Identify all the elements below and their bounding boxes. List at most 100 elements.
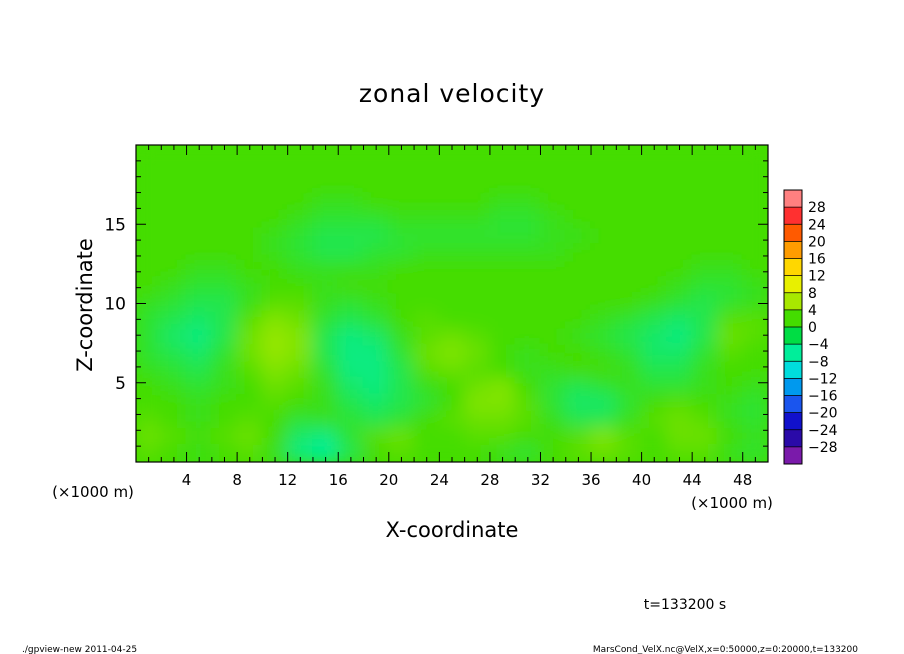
field-cell (311, 344, 340, 363)
field-cell (337, 160, 365, 180)
field-cell (514, 194, 542, 213)
field-cell (741, 344, 768, 363)
field-cell (539, 427, 567, 447)
field-cell (160, 160, 188, 180)
field-cell (311, 394, 340, 413)
field-cell (136, 260, 163, 280)
field-cell (185, 177, 213, 197)
field-cell (691, 160, 719, 180)
field-cell (136, 344, 163, 363)
field-cell (463, 177, 491, 197)
field-cell (438, 210, 466, 230)
field-cell (160, 177, 188, 197)
colorbar-label: −16 (808, 389, 838, 405)
field-cell (337, 310, 365, 330)
field-cell (210, 360, 239, 380)
field-cell (514, 444, 542, 462)
field-cell (463, 327, 491, 347)
field-cell (337, 194, 365, 213)
field-cell (488, 427, 517, 447)
field-cell (362, 260, 390, 280)
field-cell (615, 294, 643, 313)
field-cell (665, 210, 694, 230)
field-cell (463, 244, 491, 263)
field-cell (413, 377, 441, 397)
field-cell (236, 427, 264, 447)
field-cell (590, 244, 618, 263)
field-cell (362, 194, 390, 213)
field-cell (691, 244, 719, 263)
field-cell (438, 294, 466, 313)
colorbar-label: 8 (808, 286, 817, 302)
colorbar-label: 12 (808, 269, 826, 285)
field-cell (615, 260, 643, 280)
field-cell (362, 210, 390, 230)
field-cell (488, 244, 517, 263)
field-cell (387, 244, 416, 263)
colorbar-label: 20 (808, 234, 826, 250)
field-cell (564, 210, 593, 230)
field-cell (691, 410, 719, 430)
field-cell (741, 244, 768, 263)
field-cell (514, 145, 542, 163)
field-cell (539, 377, 567, 397)
field-cell (564, 227, 593, 247)
field-cell (716, 310, 744, 330)
field-cell (665, 344, 694, 363)
x-tick-label: 36 (581, 471, 600, 489)
field-cell (261, 160, 289, 180)
field-cell (261, 427, 289, 447)
field-cell (413, 360, 441, 380)
field-cell (413, 410, 441, 430)
field-cell (160, 310, 188, 330)
field-cell (716, 160, 744, 180)
x-tick-labels: 4 8 12 16 20 24 28 32 36 40 44 48 (182, 471, 752, 489)
field-cell (488, 145, 517, 163)
field-cell (236, 344, 264, 363)
field-cell (136, 310, 163, 330)
field-cell (665, 410, 694, 430)
field-cell (615, 427, 643, 447)
field-cell (716, 145, 744, 163)
field-cell (564, 160, 593, 180)
field-cell (413, 227, 441, 247)
field-cell (337, 360, 365, 380)
field-cell (387, 145, 416, 163)
field-cell (691, 277, 719, 297)
field-cell (514, 277, 542, 297)
field-cell (741, 377, 768, 397)
field-cell (665, 177, 694, 197)
field-cell (311, 310, 340, 330)
field-cell (261, 377, 289, 397)
field-cell (387, 260, 416, 280)
field-cell (387, 210, 416, 230)
field-cell (463, 260, 491, 280)
field-cell (665, 277, 694, 297)
field-cell (286, 377, 314, 397)
field-cell (236, 377, 264, 397)
field-cell (136, 160, 163, 180)
field-cell (136, 145, 163, 163)
field-cell (564, 377, 593, 397)
colorbar-swatch (784, 446, 802, 465)
field-cell (236, 360, 264, 380)
colorbar-swatch (784, 412, 802, 431)
field-cell (413, 427, 441, 447)
field-cell (286, 410, 314, 430)
field-cell (691, 444, 719, 462)
field-cell (590, 344, 618, 363)
field-cell (438, 160, 466, 180)
field-cell (136, 277, 163, 297)
field-cell (337, 377, 365, 397)
field-cell (463, 145, 491, 163)
field-cell (438, 410, 466, 430)
field-cell (716, 360, 744, 380)
field-cell (413, 310, 441, 330)
field-cell (413, 210, 441, 230)
field-cell (160, 394, 188, 413)
field-cell (539, 260, 567, 280)
field-cell (590, 427, 618, 447)
field-cell (438, 227, 466, 247)
colorbar-swatch (784, 275, 802, 294)
field-cell (640, 394, 668, 413)
